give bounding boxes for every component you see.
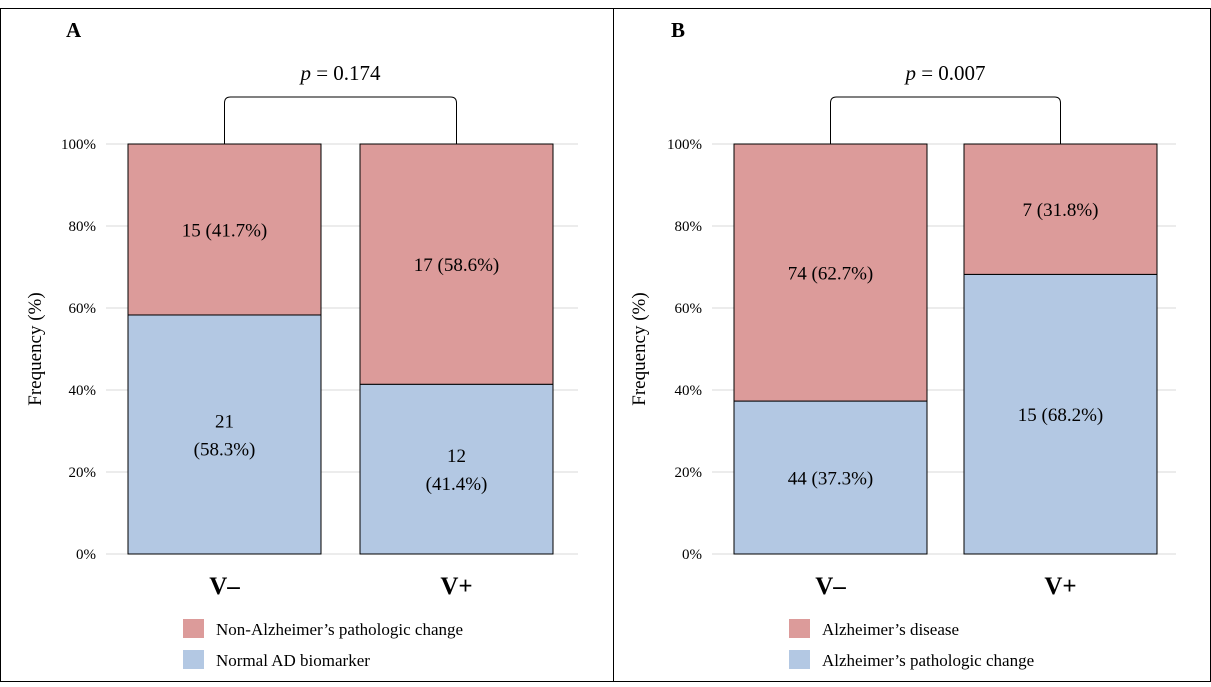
y-tick-label: 20% xyxy=(675,465,703,481)
y-tick-label: 100% xyxy=(667,137,702,153)
y-tick-label: 40% xyxy=(675,383,703,399)
legend-label: Normal AD biomarker xyxy=(216,651,370,670)
bar-segment xyxy=(733,400,928,555)
x-tick-label: V– xyxy=(815,573,846,600)
data-label: 15 (41.7%) xyxy=(182,220,267,241)
p-value-label: p = 0.174 xyxy=(298,61,381,85)
x-tick-label: V– xyxy=(209,573,240,600)
p-value-symbol: p xyxy=(298,61,311,85)
bar-segment xyxy=(963,143,1158,275)
y-tick-label: 60% xyxy=(69,301,97,317)
data-label: 7 (31.8%) xyxy=(1023,200,1099,221)
p-value-symbol: p xyxy=(903,61,916,85)
legend-swatch xyxy=(183,650,204,669)
legend-label: Alzheimer’s pathologic change xyxy=(822,651,1034,670)
data-label: 12 xyxy=(447,446,466,467)
data-label: 44 (37.3%) xyxy=(788,469,873,490)
data-label: (41.4%) xyxy=(426,474,488,495)
legend-label: Alzheimer’s disease xyxy=(822,620,959,639)
bar-segment xyxy=(963,273,1158,555)
bar-segment xyxy=(359,143,554,385)
data-label: 17 (58.6%) xyxy=(414,255,499,276)
legend-swatch xyxy=(789,650,810,669)
legend-swatch xyxy=(183,619,204,638)
y-tick-label: 0% xyxy=(76,547,96,563)
y-tick-label: 40% xyxy=(69,383,97,399)
y-tick-label: 0% xyxy=(682,547,702,563)
legend-label: Non-Alzheimer’s pathologic change xyxy=(216,620,463,639)
y-axis-label: Frequency (%) xyxy=(629,292,650,405)
y-tick-label: 20% xyxy=(69,465,97,481)
legend-swatch xyxy=(789,619,810,638)
y-tick-label: 100% xyxy=(61,137,96,153)
p-value-number: = 0.007 xyxy=(916,61,986,85)
x-tick-label: V+ xyxy=(440,573,472,600)
data-label: (58.3%) xyxy=(194,439,256,460)
bar-segment xyxy=(733,143,928,402)
y-tick-label: 80% xyxy=(69,219,97,235)
y-axis-label: Frequency (%) xyxy=(25,292,46,405)
bar-segment xyxy=(359,383,554,555)
data-label: 74 (62.7%) xyxy=(788,264,873,285)
data-label: 21 xyxy=(215,411,234,432)
p-value-number: = 0.174 xyxy=(311,61,381,85)
significance-bracket xyxy=(830,96,1061,144)
x-tick-label: V+ xyxy=(1044,573,1076,600)
data-label: 15 (68.2%) xyxy=(1018,405,1103,426)
panel-label: B xyxy=(671,18,685,42)
significance-bracket xyxy=(224,96,457,144)
y-tick-label: 80% xyxy=(675,219,703,235)
y-tick-label: 60% xyxy=(675,301,703,317)
panel-label: A xyxy=(66,18,82,42)
bar-segment xyxy=(127,314,322,555)
p-value-label: p = 0.007 xyxy=(903,61,985,85)
bar-segment xyxy=(127,143,322,316)
